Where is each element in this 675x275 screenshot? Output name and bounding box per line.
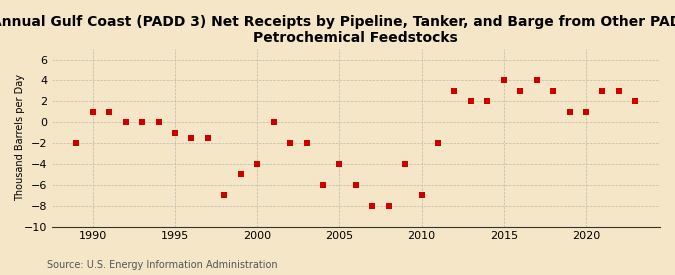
Y-axis label: Thousand Barrels per Day: Thousand Barrels per Day [15,74,25,201]
Text: Source: U.S. Energy Information Administration: Source: U.S. Energy Information Administ… [47,260,278,270]
Title: Annual Gulf Coast (PADD 3) Net Receipts by Pipeline, Tanker, and Barge from Othe: Annual Gulf Coast (PADD 3) Net Receipts … [0,15,675,45]
Point [219,193,230,197]
Point [153,120,164,124]
Point [252,162,263,166]
Point [301,141,312,145]
Point [449,89,460,93]
Point [367,204,378,208]
Point [466,99,477,103]
Point [400,162,410,166]
Point [350,183,361,187]
Point [202,136,213,140]
Point [169,130,180,135]
Point [104,109,115,114]
Point [71,141,82,145]
Point [498,78,509,83]
Point [137,120,148,124]
Point [614,89,624,93]
Point [317,183,328,187]
Point [268,120,279,124]
Point [564,109,575,114]
Point [285,141,296,145]
Point [515,89,526,93]
Point [334,162,345,166]
Point [236,172,246,177]
Point [547,89,558,93]
Point [597,89,608,93]
Point [186,136,197,140]
Point [531,78,542,83]
Point [416,193,427,197]
Point [120,120,131,124]
Point [433,141,443,145]
Point [383,204,394,208]
Point [87,109,98,114]
Point [580,109,591,114]
Point [630,99,641,103]
Point [482,99,493,103]
